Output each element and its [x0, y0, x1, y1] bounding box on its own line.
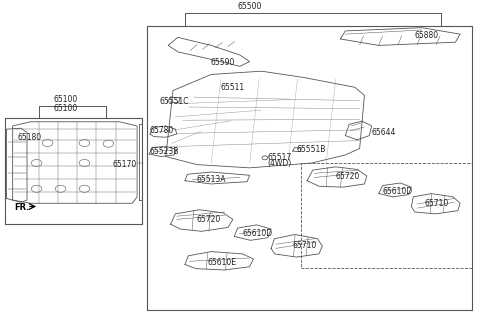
Text: 65710: 65710: [424, 199, 448, 208]
Text: 65100: 65100: [53, 104, 77, 113]
Text: 65523B: 65523B: [149, 147, 179, 156]
Text: 65170: 65170: [113, 160, 137, 169]
Text: 65610D: 65610D: [383, 188, 413, 196]
Text: 65180: 65180: [17, 133, 42, 142]
Text: FR.: FR.: [14, 203, 30, 212]
Text: 65644: 65644: [372, 128, 396, 137]
Text: 65500: 65500: [238, 2, 262, 11]
Text: (4WD): (4WD): [268, 159, 292, 168]
Text: 65720: 65720: [197, 215, 221, 224]
Text: 65720: 65720: [336, 172, 360, 181]
Text: 65710: 65710: [293, 241, 317, 250]
Text: 65551B: 65551B: [297, 145, 326, 154]
Text: 65551C: 65551C: [159, 97, 189, 106]
Text: 65780: 65780: [149, 126, 173, 135]
Text: 65610E: 65610E: [207, 258, 237, 267]
Text: 65880: 65880: [415, 31, 439, 40]
Text: 65513A: 65513A: [197, 175, 227, 184]
Text: 65610D: 65610D: [242, 229, 273, 238]
Text: 65511: 65511: [221, 83, 245, 92]
Text: 65517: 65517: [268, 153, 292, 162]
Text: 65100: 65100: [53, 95, 77, 104]
Text: 65590: 65590: [210, 58, 235, 67]
